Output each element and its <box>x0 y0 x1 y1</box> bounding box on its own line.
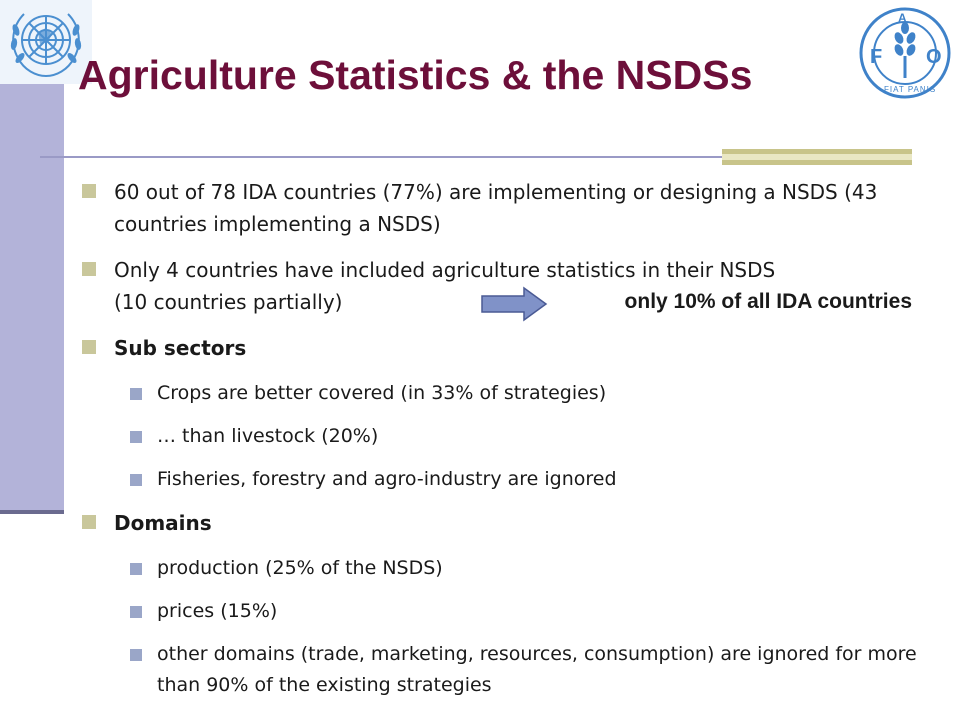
sub-bullet-production: production (25% of the NSDS) <box>130 553 938 584</box>
highlight-note: only 10% of all IDA countries <box>624 290 912 313</box>
bullet-sub-sectors: Sub sectors <box>78 332 938 364</box>
bullet-domains: Domains <box>78 507 938 539</box>
bullet-second-line: (10 countries partially) only 10% of all… <box>114 286 938 322</box>
left-decorative-bar <box>0 84 64 514</box>
bullet-heading: Sub sectors <box>114 336 247 360</box>
left-bar-shadow <box>0 510 64 514</box>
bullet-text: 60 out of 78 IDA countries (77%) are imp… <box>114 180 878 236</box>
bullet-text-partial: (10 countries partially) <box>114 290 343 314</box>
sub-bullet-livestock: … than livestock (20%) <box>130 421 938 452</box>
bullet-agri-included: Only 4 countries have included agricultu… <box>78 254 938 322</box>
sub-bullet-other-domains: other domains (trade, marketing, resourc… <box>130 639 938 701</box>
bullet-list: 60 out of 78 IDA countries (77%) are imp… <box>78 176 938 713</box>
bullet-text: Only 4 countries have included agricultu… <box>114 258 776 282</box>
sub-bullet-text: Crops are better covered (in 33% of stra… <box>157 382 607 404</box>
sub-bullet-square-icon <box>130 431 142 443</box>
sub-bullet-square-icon <box>130 563 142 575</box>
sub-bullet-prices: prices (15%) <box>130 596 938 627</box>
sub-bullet-crops: Crops are better covered (in 33% of stra… <box>130 378 938 409</box>
slide-title: Agriculture Statistics & the NSDSs <box>78 52 753 98</box>
bullet-square-icon <box>82 184 96 198</box>
fao-letter-f: F <box>870 46 882 68</box>
fao-letter-o: O <box>926 46 942 68</box>
sub-bullet-text: prices (15%) <box>157 600 278 622</box>
sub-bullet-square-icon <box>130 474 142 486</box>
sub-bullet-fisheries: Fisheries, forestry and agro-industry ar… <box>130 464 938 495</box>
bullet-square-icon <box>82 262 96 276</box>
sub-bullet-text: Fisheries, forestry and agro-industry ar… <box>157 468 617 490</box>
bullet-square-icon <box>82 340 96 354</box>
fao-motto: FIAT PANIS <box>884 85 936 94</box>
un-emblem-icon <box>0 0 92 84</box>
sub-bullet-text: production (25% of the NSDS) <box>157 557 443 579</box>
title-underline <box>40 156 722 158</box>
sub-bullet-square-icon <box>130 606 142 618</box>
sub-bullet-square-icon <box>130 388 142 400</box>
sub-bullet-square-icon <box>130 649 142 661</box>
fao-letter-a: A <box>898 11 907 25</box>
bullet-heading: Domains <box>114 511 212 535</box>
bullet-ida-countries: 60 out of 78 IDA countries (77%) are imp… <box>78 176 938 240</box>
right-arrow-icon <box>480 286 548 322</box>
title-accent-bar <box>722 149 912 165</box>
bullet-square-icon <box>82 515 96 529</box>
sub-bullet-text: … than livestock (20%) <box>157 425 379 447</box>
sub-bullet-text: other domains (trade, marketing, resourc… <box>157 643 917 696</box>
fao-logo-icon: F A O FIAT PANIS <box>858 6 952 100</box>
